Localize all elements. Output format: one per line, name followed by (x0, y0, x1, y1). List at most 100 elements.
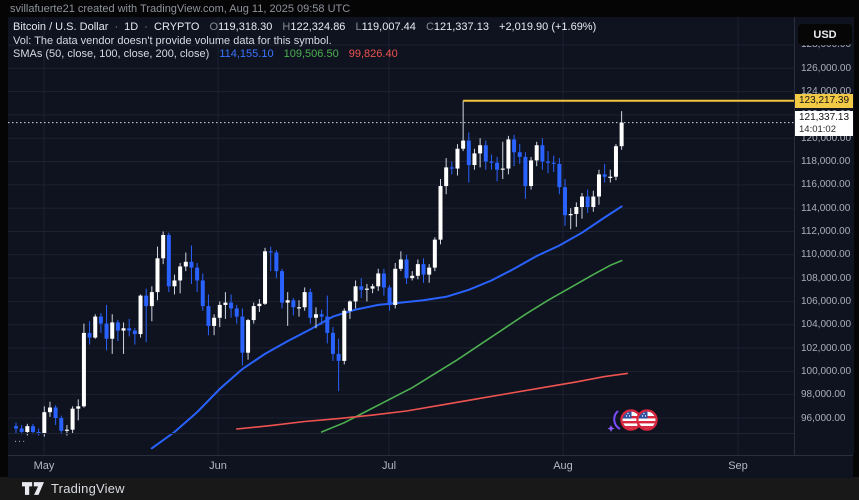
candle-body (585, 196, 590, 208)
month-label: Jun (209, 460, 227, 472)
price-tick-label: 116,000.00 (801, 179, 851, 191)
flag-stickers[interactable] (604, 405, 660, 440)
candle-body (308, 292, 313, 318)
tradingview-brand-text[interactable]: TradingView (51, 481, 125, 496)
candle-body (121, 328, 126, 331)
candle-body (229, 302, 234, 309)
attribution-bar: svillafuerte21 created with TradingView.… (10, 3, 351, 15)
candle-body (240, 316, 245, 353)
legend-volume-row[interactable]: Vol: The data vendor doesn't provide vol… (13, 35, 596, 49)
interval-label[interactable]: 1D (124, 21, 139, 33)
bar-countdown: 14:01:02 (799, 124, 836, 136)
candle-body (172, 280, 177, 287)
month-label: May (33, 460, 55, 472)
candle-body (415, 264, 420, 276)
chart-pane[interactable] (8, 17, 794, 455)
high-letter: H (282, 21, 291, 33)
currency-toggle-button[interactable]: USD (798, 24, 852, 45)
candle-body (274, 252, 279, 272)
purple-swoosh-icon (613, 410, 621, 430)
candle-body (36, 431, 41, 434)
candle-body (206, 306, 211, 326)
candle-body (30, 426, 35, 432)
candle-body (319, 314, 324, 317)
sma-line-200 (235, 372, 629, 430)
chart-card: Bitcoin / U.S. Dollar · 1D · CRYPTO O119… (8, 17, 854, 478)
candle-body (381, 273, 386, 288)
candle-body (580, 196, 584, 208)
exchange-label: CRYPTO (154, 21, 200, 33)
candle-body (87, 332, 92, 338)
time-axis[interactable]: May Jun Jul Aug Sep (8, 455, 853, 478)
candle-body (59, 418, 64, 431)
candle-body (155, 258, 160, 293)
candle-body (591, 196, 596, 208)
price-tick-label: 102,000.00 (801, 342, 852, 354)
candle-body (127, 328, 132, 331)
last-price-value: 121,337.13 (799, 112, 850, 124)
candle-body (138, 295, 143, 335)
price-tick-label: 114,000.00 (801, 202, 851, 214)
legend-symbol-row[interactable]: Bitcoin / U.S. Dollar · 1D · CRYPTO O119… (13, 21, 597, 33)
pane-separator (8, 433, 794, 434)
candle-body (246, 320, 251, 353)
last-price-label: 121,337.13 14:01:02 (795, 111, 853, 137)
candle-body (223, 302, 228, 305)
symbol-title[interactable]: Bitcoin / U.S. Dollar (13, 21, 109, 33)
candle-body (602, 174, 607, 177)
candle-body (161, 234, 166, 259)
candle-body (64, 429, 69, 431)
close-value: 121,337.13 (433, 21, 489, 33)
candle-body (523, 156, 528, 187)
candle-body (432, 239, 437, 268)
candle-body (540, 145, 545, 162)
candle-body (297, 307, 301, 309)
candle-body (81, 332, 86, 407)
candle-body (336, 353, 341, 361)
price-tick-label: 120,000.00 (801, 132, 852, 144)
candle-body (268, 251, 273, 253)
candle-body (166, 234, 171, 287)
candle-body (291, 300, 296, 308)
price-tick-label: 104,000.00 (801, 319, 852, 331)
candle-body (234, 308, 239, 317)
sma200-value: 99,826.40 (348, 48, 398, 60)
candle-body (98, 316, 103, 324)
price-scale[interactable]: 128,000.00126,000.00124,000.00122,000.00… (794, 17, 854, 455)
month-label: Sep (728, 460, 748, 472)
candle-body (132, 330, 137, 335)
sma-indicator-label[interactable]: SMAs (50, close, 100, close, 200, close) (13, 48, 210, 60)
collapsed-pane-more-button[interactable]: ... (14, 433, 27, 445)
candle-body (529, 160, 534, 187)
candle-body (280, 271, 285, 303)
candle-body (76, 406, 81, 409)
candle-body (251, 306, 256, 321)
candle-body (200, 280, 205, 307)
volume-note: Vol: The data vendor doesn't provide vol… (13, 34, 332, 47)
candle-body (506, 139, 511, 169)
candle-body (472, 153, 477, 166)
candle-body (25, 426, 30, 432)
candle-body (574, 207, 579, 215)
candle-body (144, 295, 149, 307)
low-value: 119,007.44 (361, 21, 416, 33)
candle-body (115, 322, 120, 331)
sma100-value: 109,506.50 (283, 48, 339, 60)
price-tick-label: 96,000.00 (801, 412, 846, 424)
legend-sma-row[interactable]: SMAs (50, close, 100, close, 200, close)… (13, 48, 596, 62)
candle-body (495, 162, 500, 170)
candle-body (557, 163, 562, 188)
candle-body (353, 286, 358, 302)
price-tick-label: 110,000.00 (801, 249, 851, 261)
candle-body (93, 316, 98, 338)
candle-body (478, 145, 483, 154)
tradingview-logo-icon[interactable] (22, 482, 44, 495)
candle-body (313, 314, 318, 318)
candle-body (410, 275, 415, 279)
candle-body (285, 300, 290, 303)
usa-flag-icon (636, 409, 658, 431)
candle-body (393, 268, 398, 305)
sma50-value: 114,155.10 (219, 48, 274, 60)
candle-body (104, 323, 109, 339)
